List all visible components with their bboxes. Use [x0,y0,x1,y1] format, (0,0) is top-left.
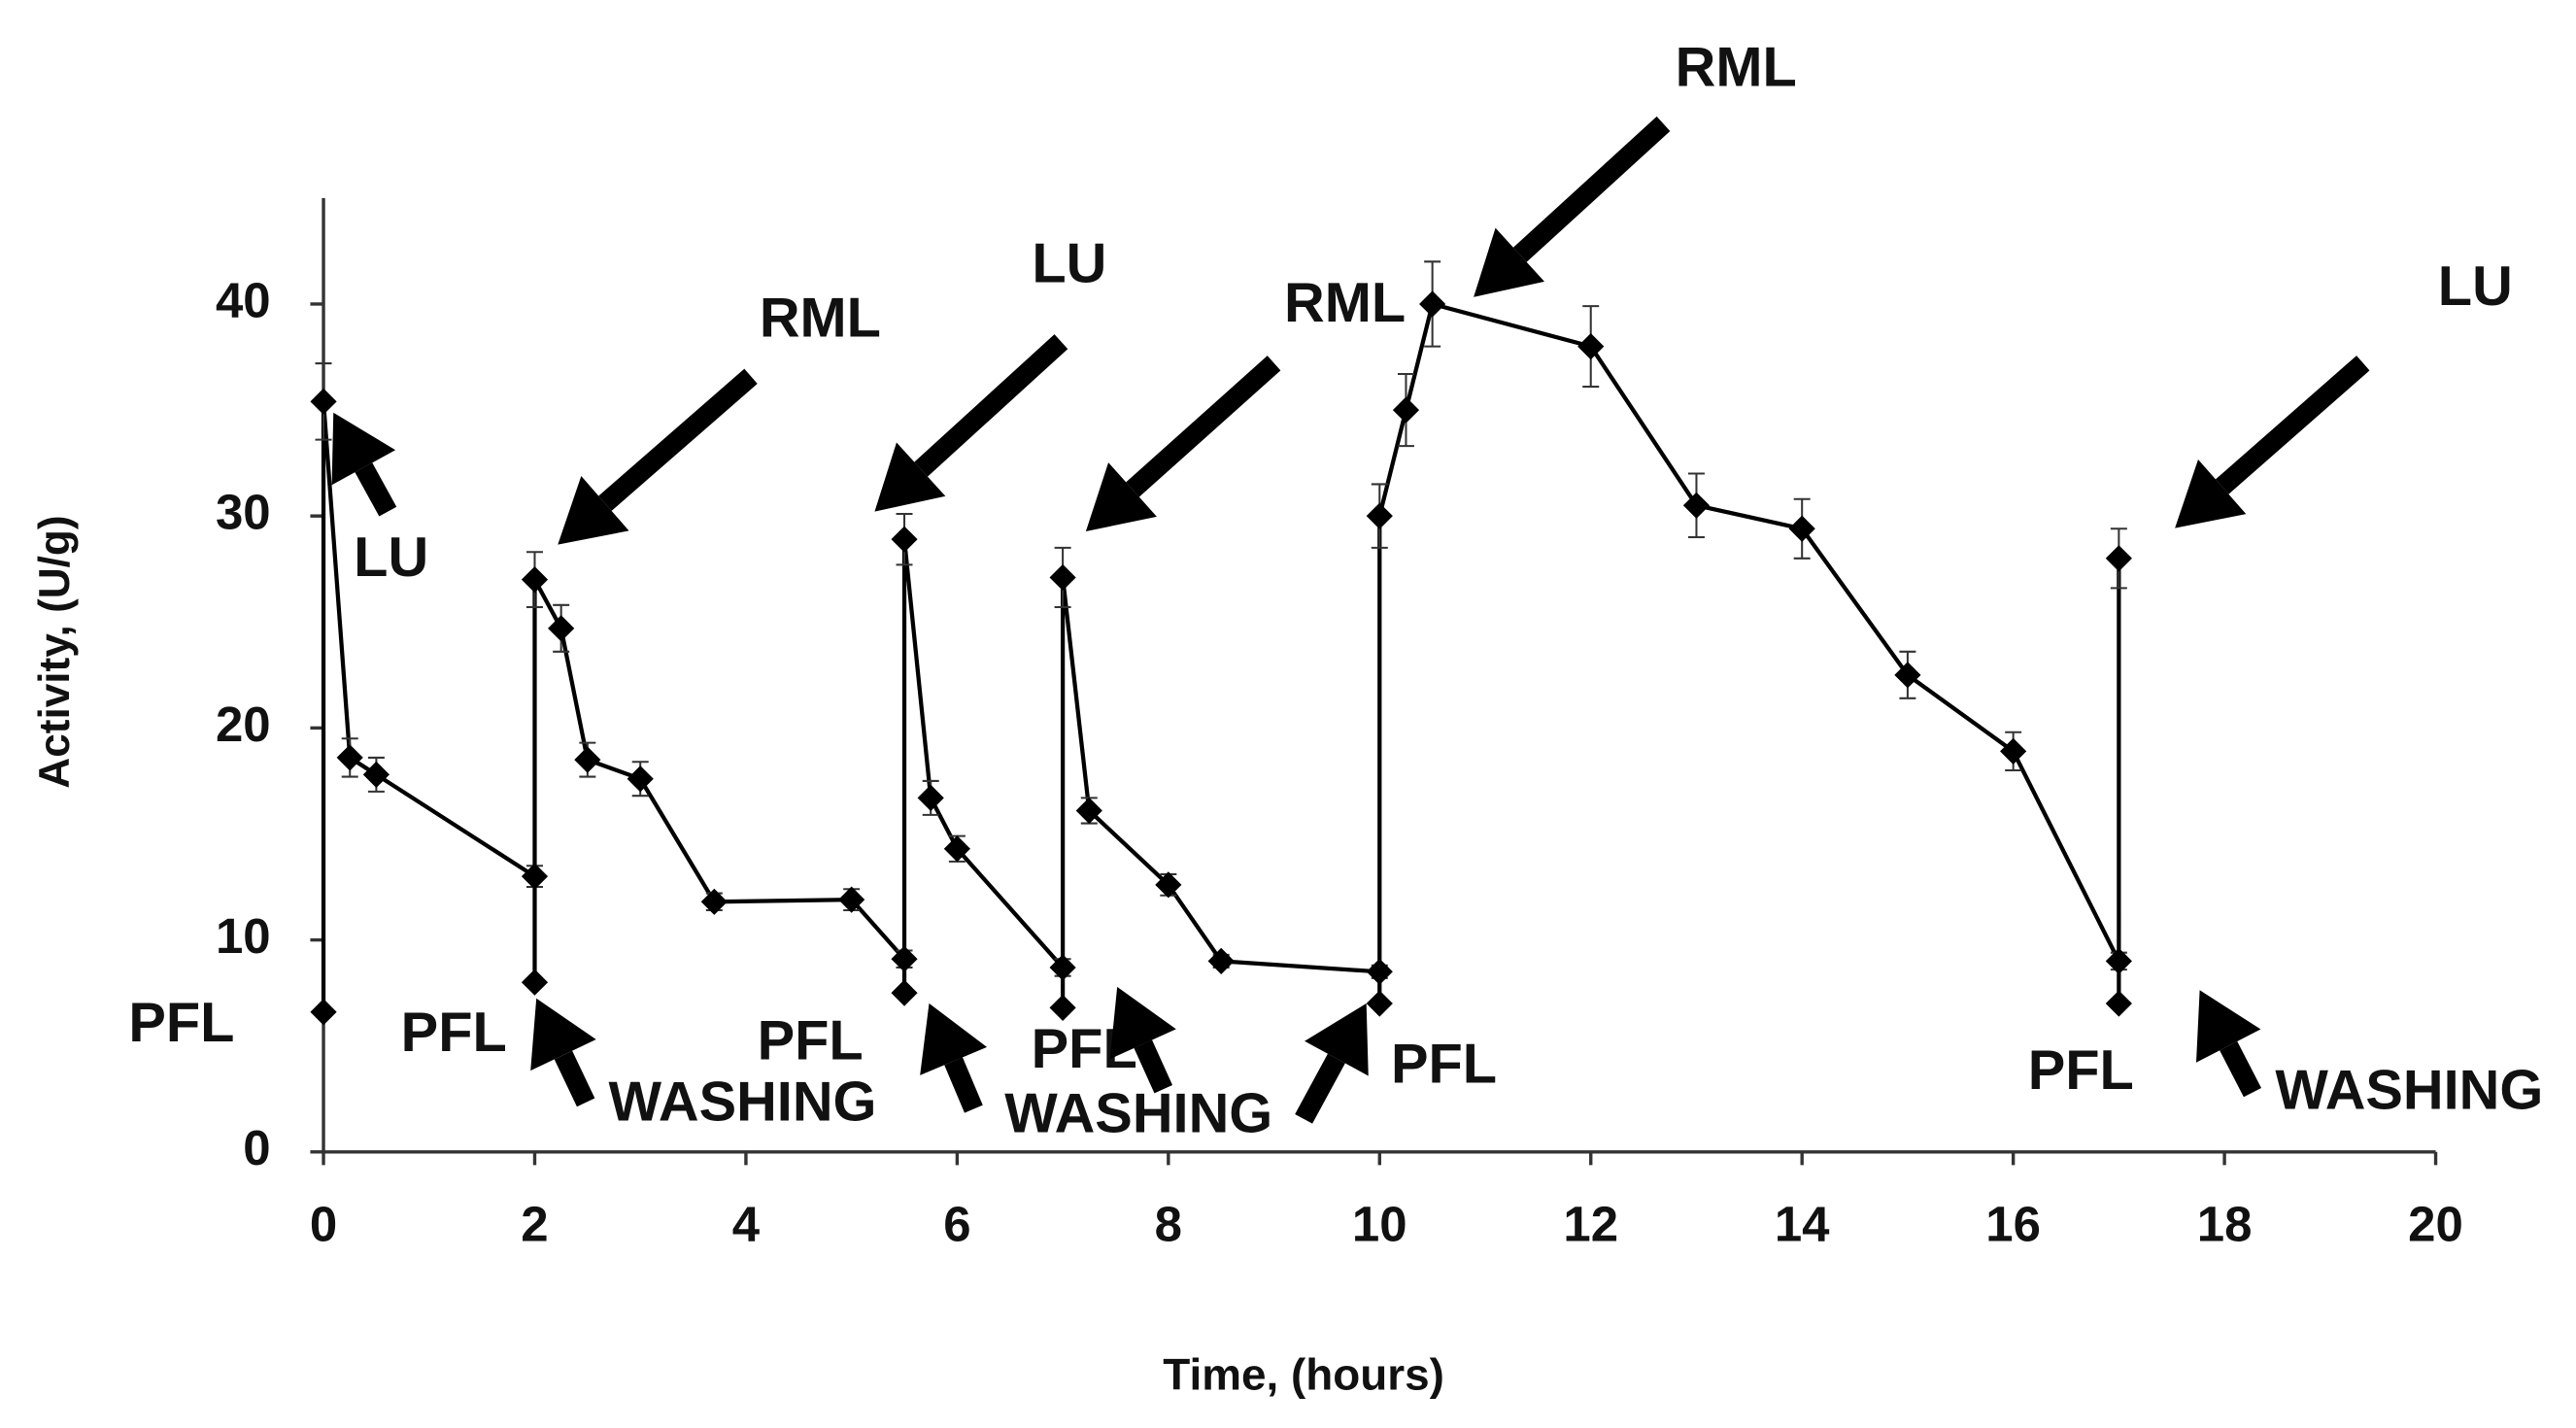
x-tick-label: 4 [732,1196,761,1251]
x-tick-label: 20 [2408,1196,2463,1251]
x-tick-label: 2 [521,1196,548,1251]
x-tick-label: 0 [310,1196,337,1251]
data-point [917,784,944,811]
data-line [321,301,2121,1012]
arrow-head [558,476,629,545]
data-point [2105,990,2132,1017]
arrow-head [530,998,596,1071]
y-axis-title: Activity, (U/g) [31,515,79,788]
arrow-head [2196,990,2261,1063]
data-point [943,835,970,863]
annotation: PFL [2028,1039,2134,1102]
x-axis-title: Time, (hours) [1163,1349,1444,1400]
arrow-shaft [944,1057,983,1113]
annotation: RML [1284,272,1406,334]
data-point [1366,502,1393,529]
data-point [1366,990,1393,1017]
arrow-shaft [2215,356,2370,494]
data-point [2000,737,2027,765]
data-point [1075,797,1102,825]
arrow-head [874,442,946,512]
arrow-shaft [554,1050,595,1107]
arrow-head [1085,462,1157,532]
x-tick-label: 6 [943,1196,970,1251]
y-tick-label: 20 [216,697,271,752]
annotation: PFL [1391,1033,1497,1095]
arrow-shaft [1126,356,1281,497]
y-tick-label: 10 [216,908,271,964]
annotation: WASHING [1004,1082,1272,1144]
x-tick-label: 16 [1985,1196,2041,1251]
data-point [1049,954,1076,981]
data-point [2105,947,2132,974]
annotation: LU [2438,255,2513,318]
arrow-head [1109,986,1176,1060]
arrow-head [1474,227,1544,297]
data-point [1366,958,1393,985]
data-point [310,999,337,1026]
data-point [891,945,918,972]
data-point [1155,871,1182,899]
arrow-shaft [914,334,1068,477]
data-point [1894,662,1921,689]
data-point [336,744,363,771]
data-point [574,746,601,773]
data-point [1682,492,1711,519]
data-point [891,979,918,1006]
arrow-shaft [1512,116,1671,262]
x-tick-label: 10 [1352,1196,1407,1251]
annotation: WASHING [2275,1060,2543,1122]
data-point [1049,994,1076,1021]
annotation: RML [760,288,881,350]
arrow-head [920,1003,988,1075]
annotation: PFL [401,1002,507,1064]
data-point [521,969,549,996]
arrow-shaft [1295,1053,1345,1124]
annotation: WASHING [609,1071,877,1133]
arrow-shaft [598,368,758,511]
data-point [1419,290,1446,318]
x-tick-label: 14 [1775,1196,1830,1251]
data-point [310,388,337,415]
data-point [548,615,575,642]
x-tick-label: 8 [1155,1196,1182,1251]
data-point [1577,333,1605,360]
arrow-head [2175,459,2247,528]
data-point [521,863,549,890]
data-point [1049,563,1076,592]
x-tick-label: 12 [1563,1196,1618,1251]
annotation: LU [354,527,428,589]
arrow-shaft [2220,1040,2262,1098]
data-point [700,888,728,915]
y-tick-label: 40 [216,272,271,327]
arrow-head [1305,1003,1369,1076]
data-point [521,566,549,594]
data-point [1788,515,1815,542]
arrow-shaft [1134,1039,1173,1094]
data-point [627,765,654,793]
data-point [362,761,390,788]
annotation: LU [1032,232,1106,294]
x-tick-label: 18 [2197,1196,2253,1251]
y-tick-label: 30 [216,485,271,540]
annotation: RML [1676,36,1797,98]
data-point [1207,947,1235,974]
annotation: PFL [758,1010,864,1072]
arrow-head [331,412,396,486]
y-tick-label: 0 [243,1120,270,1175]
data-point [1392,396,1420,424]
data-point [2105,545,2132,572]
annotation: PFL [128,992,234,1054]
arrow-shaft [355,462,397,517]
data-point [891,526,918,553]
data-point [838,886,865,913]
